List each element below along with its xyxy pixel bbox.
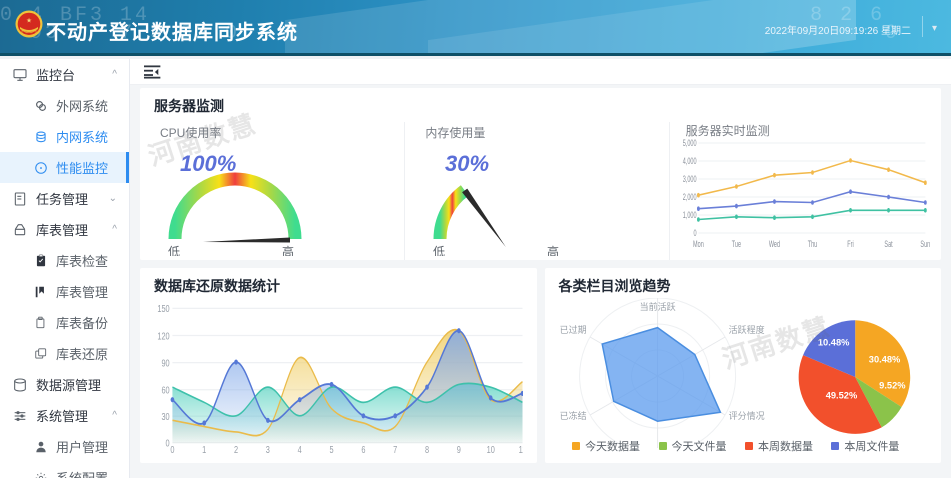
- svg-text:高: 高: [547, 244, 559, 256]
- svg-text:9: 9: [457, 444, 461, 453]
- svg-text:1,000: 1,000: [682, 210, 696, 221]
- svg-text:10: 10: [487, 444, 495, 453]
- svg-text:30.48%: 30.48%: [868, 354, 900, 364]
- svg-text:4: 4: [298, 444, 302, 453]
- svg-text:Wed: Wed: [768, 239, 779, 250]
- svg-text:0: 0: [693, 228, 696, 239]
- svg-text:120: 120: [157, 330, 169, 342]
- svg-text:Mon: Mon: [693, 239, 704, 250]
- svg-text:已冻结: 已冻结: [559, 410, 586, 421]
- svg-text:0: 0: [170, 444, 174, 453]
- svg-text:30: 30: [161, 411, 169, 423]
- svg-text:Sat: Sat: [884, 239, 893, 250]
- svg-text:100%: 100%: [180, 151, 236, 176]
- svg-text:3: 3: [266, 444, 270, 453]
- svg-text:Fri: Fri: [847, 239, 854, 250]
- svg-text:★: ★: [26, 17, 32, 25]
- svg-text:0: 0: [166, 437, 170, 449]
- svg-text:49.52%: 49.52%: [825, 391, 857, 401]
- svg-text:10.48%: 10.48%: [818, 338, 850, 348]
- svg-text:1: 1: [202, 444, 206, 453]
- svg-text:高: 高: [282, 244, 294, 256]
- svg-text:活跃程度: 活跃程度: [728, 324, 764, 335]
- svg-text:6: 6: [361, 444, 365, 453]
- svg-text:2: 2: [234, 444, 238, 453]
- svg-text:5: 5: [329, 444, 333, 453]
- svg-text:评分情况: 评分情况: [728, 410, 764, 421]
- svg-text:9.52%: 9.52%: [879, 381, 906, 391]
- svg-text:Sun: Sun: [920, 239, 930, 250]
- svg-text:低: 低: [168, 245, 180, 256]
- svg-text:90: 90: [161, 357, 169, 369]
- svg-text:150: 150: [157, 303, 169, 315]
- svg-text:4,000: 4,000: [682, 156, 696, 167]
- svg-text:8: 8: [425, 444, 429, 453]
- svg-text:2,000: 2,000: [682, 192, 696, 203]
- svg-text:7: 7: [393, 444, 397, 453]
- svg-text:Tue: Tue: [731, 239, 740, 250]
- svg-text:当前活跃: 当前活跃: [639, 301, 675, 312]
- svg-text:5,000: 5,000: [682, 138, 696, 149]
- svg-text:11: 11: [519, 444, 527, 453]
- svg-text:已过期: 已过期: [559, 324, 586, 335]
- svg-text:60: 60: [161, 384, 169, 396]
- svg-text:低: 低: [433, 245, 445, 256]
- svg-text:30%: 30%: [445, 151, 489, 176]
- svg-text:3,000: 3,000: [682, 174, 696, 185]
- svg-text:Thu: Thu: [807, 239, 816, 250]
